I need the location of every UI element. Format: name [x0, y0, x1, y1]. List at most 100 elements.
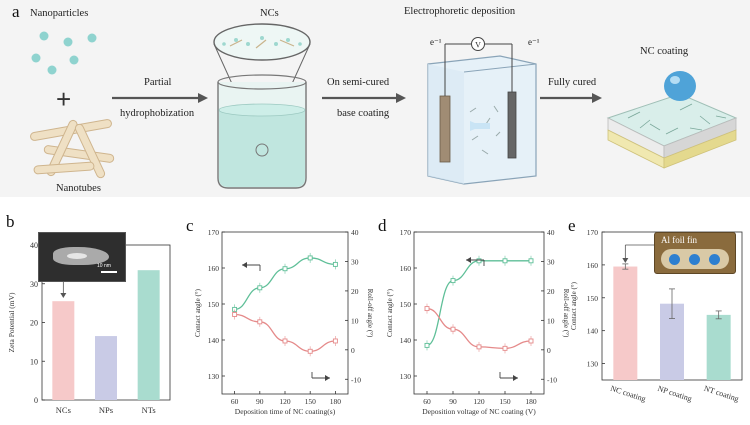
panel-a-letter: a	[12, 2, 20, 21]
beaker	[217, 74, 307, 189]
y-tick-label: 30	[30, 280, 38, 289]
y-right-tick-label: 30	[547, 257, 555, 266]
x-tick-label: 180	[330, 397, 342, 406]
x-tick-label: 60	[423, 397, 431, 406]
contact-angle-point	[307, 255, 313, 261]
al-foil-fin-label: Al foil fin	[661, 235, 697, 245]
on-semi-cured-label: On semi-cured	[327, 77, 390, 88]
panel-d-letter: d	[378, 216, 387, 235]
y-tick-label: 40	[30, 241, 38, 250]
x-tick-label: 90	[449, 397, 457, 406]
roll-off-angle-point	[528, 338, 534, 344]
roll-off-angle-point	[307, 348, 313, 354]
x-tick-label: 150	[305, 397, 317, 406]
y-left-axis-title: Contact angle (°)	[194, 288, 202, 337]
y-left-tick-label: 130	[400, 372, 412, 381]
fully-cured-label: Fully cured	[548, 77, 597, 88]
zeta-potential-chart: 0 10 20 30 40 Zeta Potential (mV) NCs NPs NTs	[7, 241, 171, 415]
y-left-tick-label: 170	[208, 228, 220, 237]
nc-coating-block	[606, 71, 738, 169]
roll-off-angle-point	[424, 306, 430, 312]
al-foil-fin-inset: Al foil fin	[654, 232, 736, 274]
x-tick-label: NCs	[56, 405, 71, 415]
x-axis-title: Deposition time of NC coating(s)	[235, 407, 336, 416]
roll-off-angle-point	[502, 345, 508, 351]
y-right-tick-label: 10	[351, 316, 359, 325]
nanotube-rods	[30, 119, 115, 179]
y-right-tick-label: 30	[351, 257, 359, 266]
nanoparticle-dots	[31, 31, 97, 75]
x-tick-label: NTs	[142, 405, 156, 415]
y-tick-label: 170	[587, 228, 599, 237]
tem-inset-image: 10 nm	[38, 232, 126, 282]
y-tick-label: 20	[30, 319, 38, 328]
y-left-tick-label: 170	[400, 228, 412, 237]
nanotubes-label: Nanotubes	[56, 183, 101, 194]
x-tick-label: 120	[279, 397, 291, 406]
y-right-tick-label: -10	[547, 375, 557, 384]
scale-bar-label: 10 nm	[97, 263, 111, 269]
y-left-tick-label: 150	[400, 300, 412, 309]
partial-label: Partial	[144, 77, 172, 88]
x-tick-label: NPs	[99, 405, 113, 415]
y-left-axis-title: Contact angle (°)	[386, 288, 394, 337]
y-tick-label: 140	[587, 327, 599, 336]
bar-nps	[95, 336, 117, 400]
x-tick-label: 180	[525, 397, 537, 406]
plus-sign: +	[56, 84, 72, 114]
process-arrows	[112, 93, 602, 103]
x-tick-label: 60	[231, 397, 239, 406]
bar-nt-coating	[706, 314, 731, 380]
electron-label-right: e⁻¹	[528, 37, 540, 47]
x-tick-label: NT coating	[703, 384, 740, 404]
electron-label-left: e⁻¹	[430, 37, 442, 47]
y-right-tick-label: 10	[547, 316, 555, 325]
y-left-tick-label: 160	[400, 264, 412, 273]
y-tick-label: 0	[34, 396, 38, 405]
y-left-tick-label: 140	[400, 336, 412, 345]
y-right-tick-label: 0	[547, 346, 551, 355]
roll-off-angle-point	[257, 319, 263, 325]
roll-off-angle-point	[282, 338, 288, 344]
x-tick-label: 150	[499, 397, 511, 406]
electrophoretic-label: Electrophoretic deposition	[404, 6, 516, 17]
y-right-axis-title: Roll-off angle (°)	[562, 289, 570, 338]
inset-pointer-head	[622, 258, 629, 263]
contact-angle-line	[426, 260, 531, 347]
ncs-label: NCs	[260, 8, 279, 19]
x-tick-label: NP coating	[657, 384, 694, 404]
base-coating-label: base coating	[337, 108, 390, 119]
bar-ncs	[52, 301, 75, 400]
roll-off-angle-point	[232, 312, 238, 317]
deposition-time-chart: 130 140 150 160 170 -10 0 10 20 30 40 60 90 120 150 180…	[194, 228, 374, 416]
y-left-tick-label: 130	[208, 372, 220, 381]
y-left-tick-label: 150	[208, 300, 220, 309]
roll-off-angle-point	[476, 344, 482, 350]
electrophoretic-cell: V	[427, 37, 537, 185]
x-tick-label: 120	[473, 397, 485, 406]
y-right-axis-title: Roll-off angle (°)	[366, 289, 374, 338]
scale-bar	[101, 271, 117, 273]
roll-off-angle-point	[450, 326, 456, 332]
y-right-tick-label: 20	[351, 287, 359, 296]
nanoparticles-label: Nanoparticles	[30, 8, 89, 19]
y-tick-label: 160	[587, 261, 599, 270]
panel-a-schematic: V	[30, 23, 738, 189]
contact-angle-point	[502, 258, 508, 264]
y-left-tick-label: 160	[208, 264, 220, 273]
y-right-tick-label: 40	[547, 228, 555, 237]
voltmeter-label: V	[475, 41, 481, 50]
y-right-tick-label: 40	[351, 228, 359, 237]
y-axis-title: Zeta Potential (mV)	[7, 292, 16, 352]
x-tick-label: 90	[256, 397, 264, 406]
roll-off-angle-point	[332, 338, 338, 344]
plot-frame	[221, 231, 349, 395]
contact-angle-point	[450, 278, 456, 284]
left-axis-indicator-head	[466, 257, 471, 263]
bar-nc-coating	[613, 266, 638, 380]
panel-c-letter: c	[186, 216, 194, 235]
y-right-tick-label: 20	[547, 287, 555, 296]
contact-angle-point	[332, 261, 338, 267]
y-tick-label: 10	[30, 357, 38, 366]
